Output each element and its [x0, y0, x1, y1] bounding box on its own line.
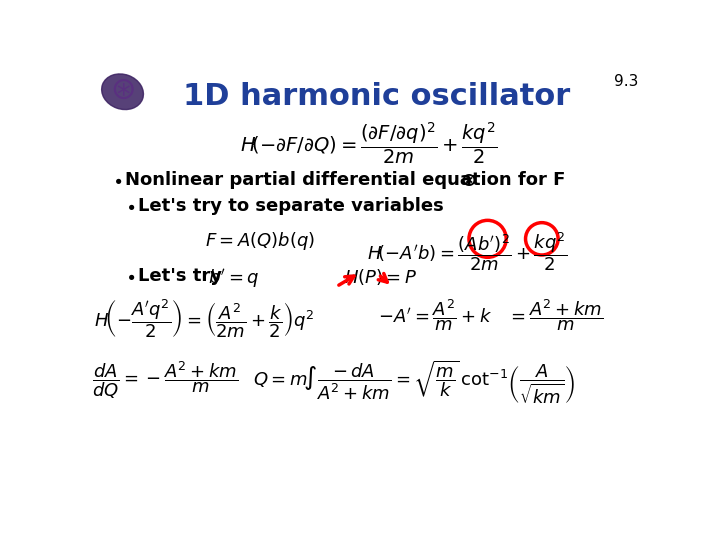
Text: Let's try: Let's try: [138, 267, 222, 285]
Text: $\circledast$: $\circledast$: [110, 76, 135, 105]
Text: $\bullet$: $\bullet$: [125, 197, 135, 215]
Text: $H\!\left(-\partial F/\partial Q\right)=\dfrac{\left(\partial F/\partial q\right: $H\!\left(-\partial F/\partial Q\right)=…: [240, 120, 498, 166]
Text: $H\!\left(-\dfrac{A^{\prime}q^{2}}{2}\right)=\left(\dfrac{A^{2}}{2m}+\dfrac{k}{2: $H\!\left(-\dfrac{A^{\prime}q^{2}}{2}\ri…: [94, 298, 314, 340]
Text: Nonlinear partial differential equation for F: Nonlinear partial differential equation …: [125, 171, 565, 189]
Text: $b^{\prime}=q$: $b^{\prime}=q$: [208, 267, 259, 289]
Text: $H(P)=P$: $H(P)=P$: [344, 267, 418, 287]
Text: Let's try to separate variables: Let's try to separate variables: [138, 197, 444, 215]
Text: $=\dfrac{A^{2}+km}{m}$: $=\dfrac{A^{2}+km}{m}$: [507, 298, 603, 333]
Text: $H\!\left(-A^{\prime}b\right)=\dfrac{\left(Ab^{\prime}\right)^{2}}{2m}+\dfrac{kq: $H\!\left(-A^{\prime}b\right)=\dfrac{\le…: [367, 231, 567, 273]
Text: 9.3: 9.3: [614, 74, 639, 89]
Text: $Q=m\!\int\dfrac{-\,dA}{A^{2}+km}=\sqrt{\dfrac{m}{k}}\,\cot^{-1}\!\left(\dfrac{A: $Q=m\!\int\dfrac{-\,dA}{A^{2}+km}=\sqrt{…: [253, 359, 575, 406]
Text: $-A^{\prime}=\dfrac{A^{2}}{m}+k$: $-A^{\prime}=\dfrac{A^{2}}{m}+k$: [378, 298, 492, 333]
Ellipse shape: [102, 74, 143, 110]
Text: 1D harmonic oscillator: 1D harmonic oscillator: [183, 82, 570, 111]
Text: $\mathbf{\otimes}$: $\mathbf{\otimes}$: [459, 171, 476, 190]
Text: $\bullet$: $\bullet$: [125, 267, 135, 285]
Text: $\bullet$: $\bullet$: [112, 171, 122, 189]
Text: $F=A(Q)b(q)$: $F=A(Q)b(q)$: [204, 231, 315, 252]
Text: $\dfrac{dA}{dQ}=-\dfrac{A^{2}+km}{m}$: $\dfrac{dA}{dQ}=-\dfrac{A^{2}+km}{m}$: [91, 359, 238, 401]
